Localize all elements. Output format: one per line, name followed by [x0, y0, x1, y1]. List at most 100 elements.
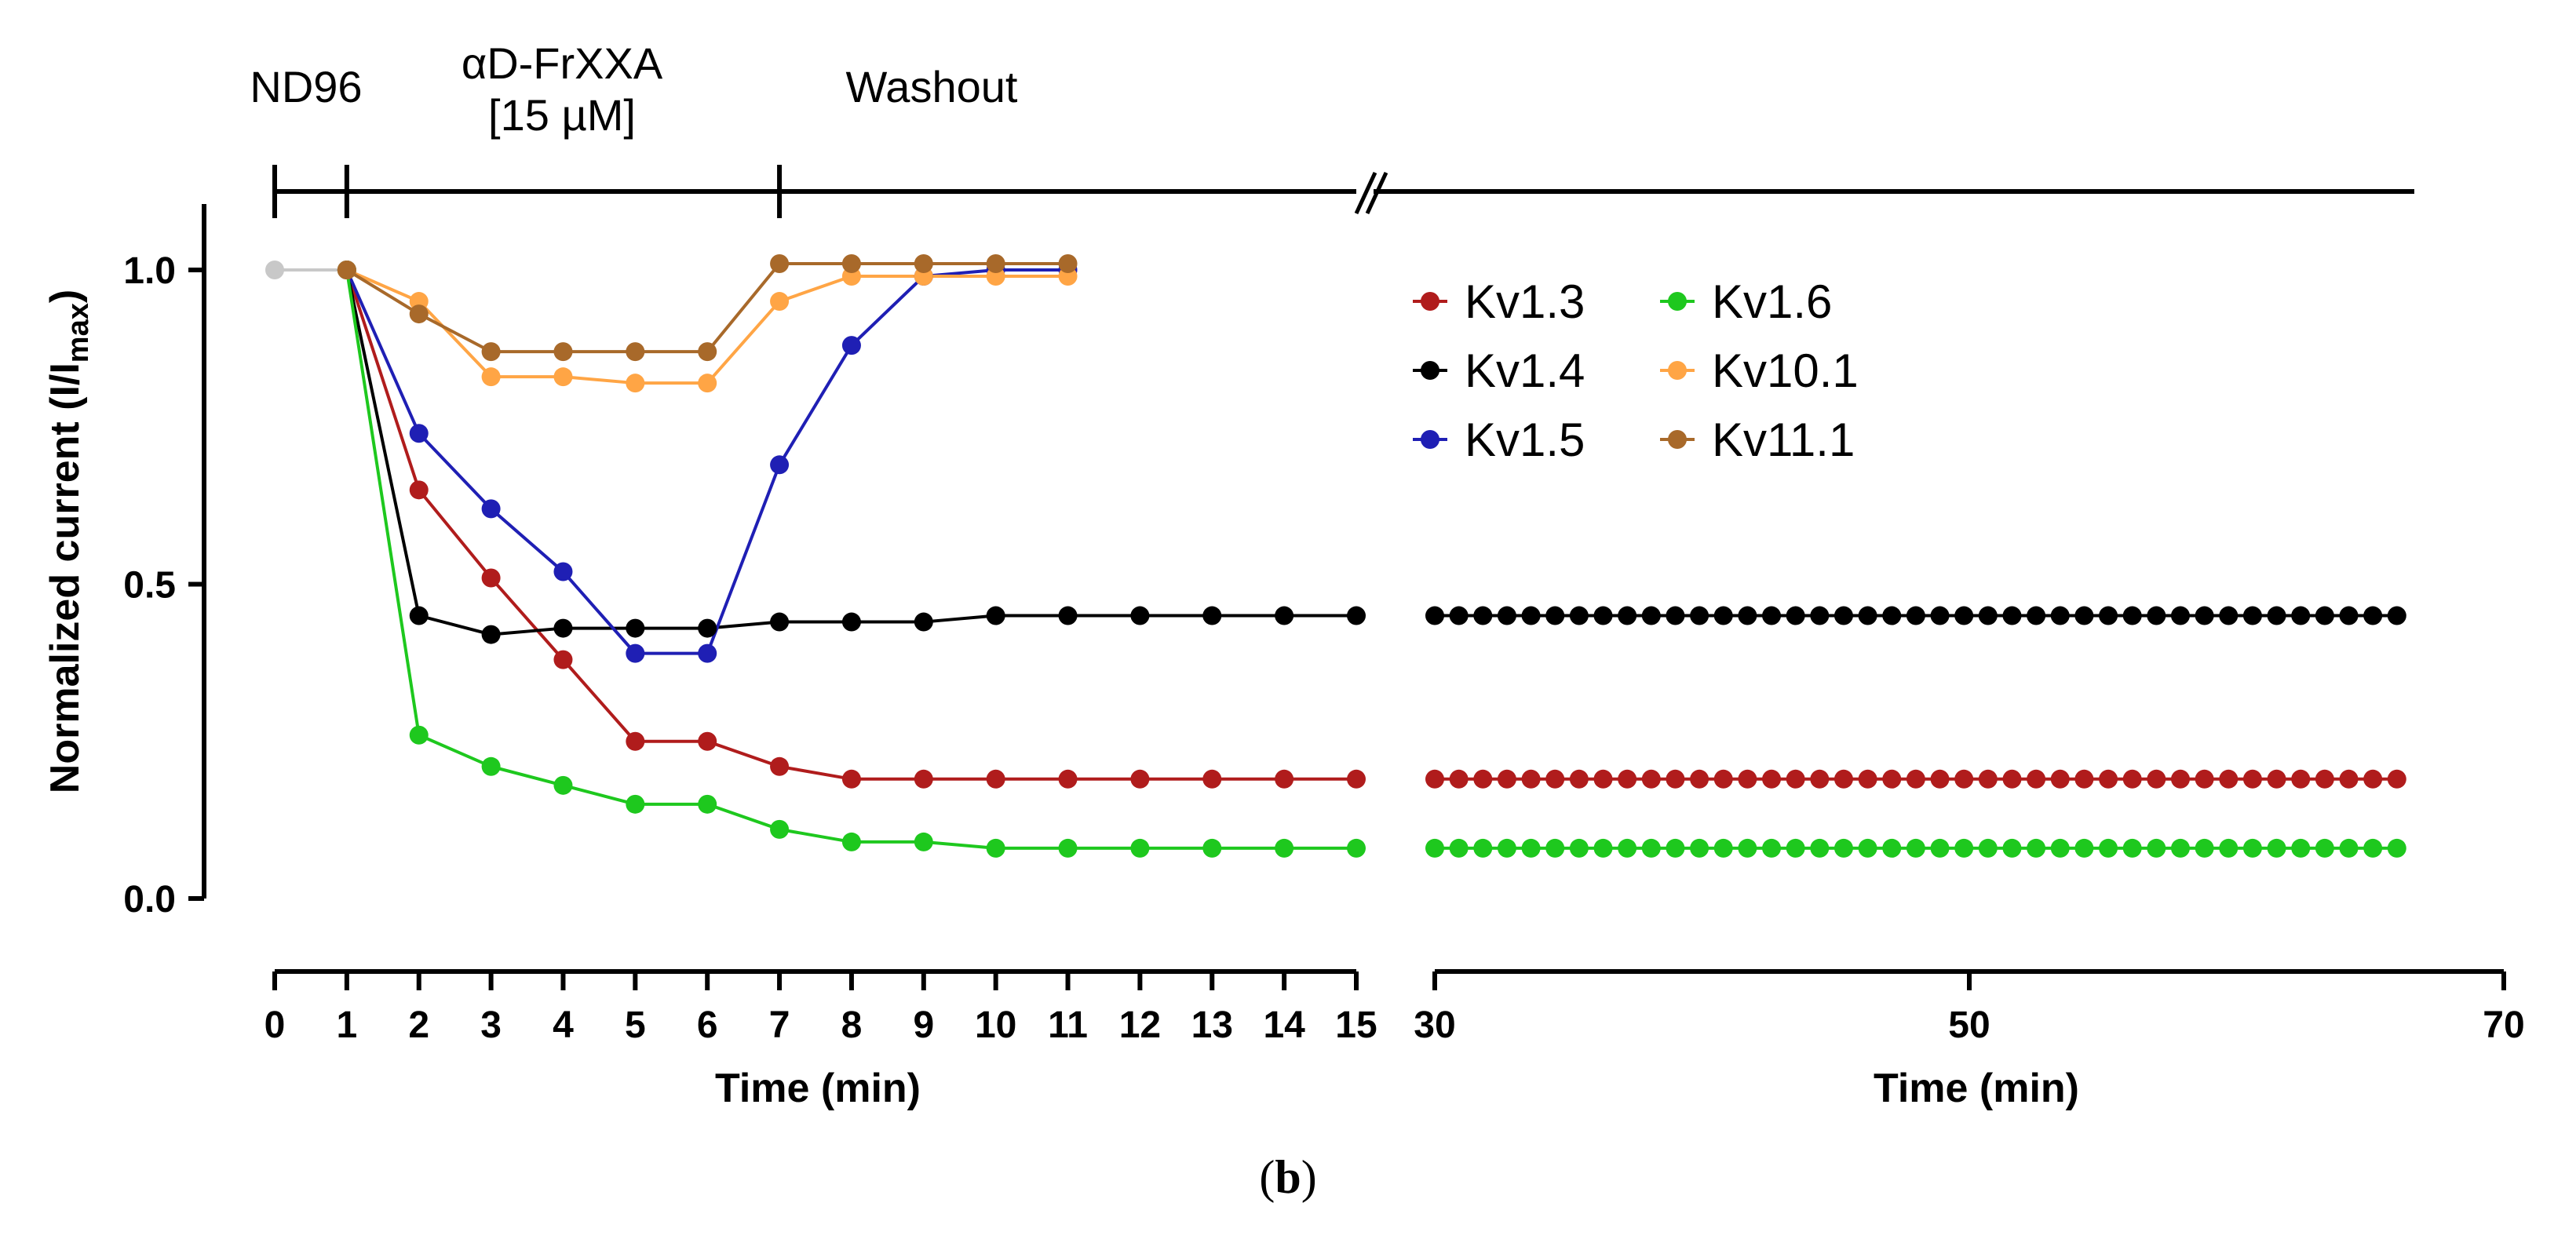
data-point-right-kv1-6: [1666, 838, 1685, 858]
data-point-right-kv1-6: [1425, 838, 1444, 858]
data-point-right-kv1-4: [1521, 606, 1541, 625]
data-point-kv10-1: [553, 367, 573, 387]
data-point-right-kv1-3: [1569, 769, 1589, 789]
data-point-kv11-1: [1058, 253, 1078, 273]
data-point-kv1-6: [841, 832, 861, 851]
x-tick-label-left: 12: [1119, 1004, 1161, 1046]
data-point-right-kv1-3: [2050, 769, 2070, 789]
condition-label: αD-FrXXA: [462, 38, 663, 88]
data-point-kv1-4: [553, 618, 573, 638]
x-axis-label-right: Time (min): [1874, 1066, 2079, 1111]
x-tick-label-left: 0: [265, 1004, 286, 1046]
data-point-right-kv1-3: [1906, 769, 1925, 789]
data-point-kv1-5: [770, 455, 790, 475]
data-point-right-kv1-3: [2315, 769, 2334, 789]
data-point-kv11-1: [914, 253, 933, 273]
data-point-right-kv1-4: [1954, 606, 1974, 625]
data-point-right-kv1-6: [1858, 838, 1877, 858]
data-point-right-kv1-4: [1690, 606, 1709, 625]
legend-swatch-kv1-3: [1421, 292, 1439, 311]
data-point-right-kv1-4: [2363, 606, 2383, 625]
data-point-right-kv1-4: [2002, 606, 2022, 625]
x-tick-label-left: 15: [1335, 1004, 1377, 1046]
y-tick-label: 0.5: [123, 565, 176, 607]
data-point-kv1-6: [1058, 838, 1078, 858]
data-point-kv11-1: [841, 253, 861, 273]
x-axis-label-left: Time (min): [715, 1066, 921, 1111]
data-point-right-kv1-6: [2363, 838, 2383, 858]
data-point-right-kv1-3: [2219, 769, 2238, 789]
data-point-right-kv1-4: [1810, 606, 1830, 625]
legend: Kv1.3 Kv1.4 Kv1.5 Kv1.6 Kv10.1 Kv11.1: [1413, 275, 1859, 466]
panel-label-letter: b: [1275, 1151, 1301, 1203]
data-point-right-kv1-4: [2291, 606, 2311, 625]
data-point-kv1-6: [1347, 838, 1366, 858]
series-line-kv10-1: [346, 268, 1068, 385]
y-tick-label: 1.0: [123, 250, 176, 292]
data-point-right-kv1-4: [1713, 606, 1733, 625]
data-point-kv11-1: [698, 342, 717, 362]
data-point-right-kv1-4: [2219, 606, 2238, 625]
data-point-right-kv1-4: [1930, 606, 1950, 625]
data-point-right-kv1-3: [2242, 769, 2262, 789]
data-point-right-kv1-3: [1666, 769, 1685, 789]
condition-label: ND96: [250, 62, 362, 111]
data-point-kv1-4: [698, 618, 717, 638]
data-point-right-kv1-3: [1810, 769, 1830, 789]
data-point-kv1-4: [770, 612, 790, 632]
data-point-kv1-3: [1275, 769, 1294, 789]
data-point-right-kv1-6: [1810, 838, 1830, 858]
data-point-right-kv1-4: [2122, 606, 2142, 625]
data-point-right-kv1-4: [1786, 606, 1805, 625]
data-point-kv1-4: [1130, 606, 1150, 625]
data-point-kv1-4: [1058, 606, 1078, 625]
data-point-kv1-5: [698, 643, 717, 663]
data-point-kv1-3: [409, 480, 429, 500]
y-axis-label-sub: max: [62, 303, 95, 363]
data-point-kv11-1: [409, 304, 429, 324]
data-point-kv1-3: [1202, 769, 1222, 789]
data-point-right-kv1-3: [2387, 769, 2406, 789]
legend-label-kv1-4: Kv1.4: [1465, 344, 1585, 397]
panel-label: (b): [1259, 1151, 1316, 1203]
data-point-right-kv1-3: [2147, 769, 2166, 789]
data-point-right-kv1-4: [1641, 606, 1661, 625]
legend-label-kv10-1: Kv10.1: [1712, 344, 1859, 397]
condition-label: Washout: [846, 62, 1018, 111]
data-point-kv1-5: [841, 336, 861, 355]
data-point-kv11-1: [626, 342, 645, 362]
data-point-right-kv1-3: [1690, 769, 1709, 789]
data-point-right-kv1-4: [2099, 606, 2118, 625]
data-point-right-kv1-3: [1713, 769, 1733, 789]
data-point-right-kv1-4: [2147, 606, 2166, 625]
data-point-right-kv1-3: [1521, 769, 1541, 789]
data-point-right-kv1-6: [2122, 838, 2142, 858]
data-point-right-kv1-6: [2147, 838, 2166, 858]
data-point-kv1-4: [841, 612, 861, 632]
data-point-right-kv1-4: [1666, 606, 1685, 625]
data-point-right-kv1-4: [1593, 606, 1613, 625]
data-point-right-kv1-3: [1930, 769, 1950, 789]
data-point-kv11-1: [481, 342, 501, 362]
data-point-right-kv1-4: [2242, 606, 2262, 625]
data-point-right-kv1-4: [2050, 606, 2070, 625]
data-point-right-kv1-6: [1690, 838, 1709, 858]
data-point-kv1-3: [770, 756, 790, 776]
data-point-right-kv1-4: [1978, 606, 1998, 625]
data-point-right-kv1-4: [2027, 606, 2046, 625]
data-point-right-kv1-4: [1569, 606, 1589, 625]
x-tick-label-left: 10: [975, 1004, 1016, 1046]
condition-label-line2: [15 µM]: [488, 90, 636, 140]
data-point-right-kv1-4: [2315, 606, 2334, 625]
data-point-right-kv1-4: [2170, 606, 2190, 625]
data-point-right-kv1-6: [2099, 838, 2118, 858]
data-point-right-kv1-4: [1858, 606, 1877, 625]
panel-label-close: ): [1301, 1151, 1317, 1203]
data-point-kv10-1: [698, 374, 717, 393]
data-point-kv1-4: [409, 606, 429, 625]
data-point-right-kv1-6: [2219, 838, 2238, 858]
data-point-kv1-6: [698, 794, 717, 814]
data-point-kv1-6: [409, 725, 429, 745]
data-point-right-kv1-3: [1641, 769, 1661, 789]
data-point-right-kv1-3: [1858, 769, 1877, 789]
